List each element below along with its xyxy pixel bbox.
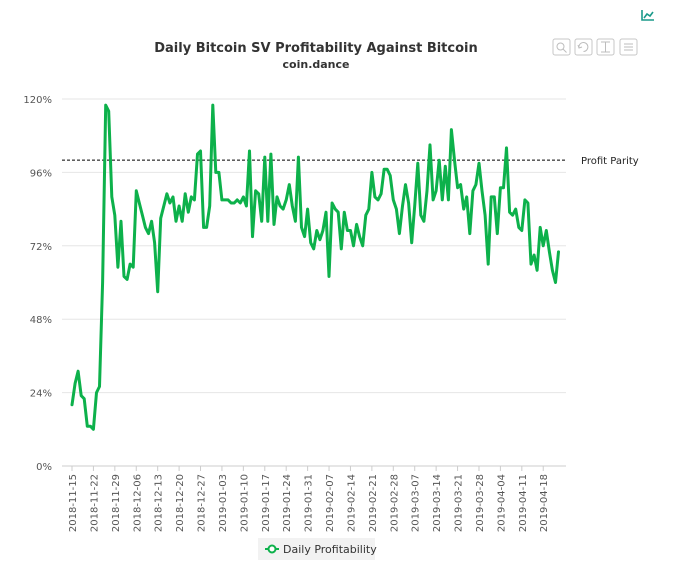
x-tick-label: 2019-01-31 [304,474,315,532]
x-tick-label: 2018-12-20 [175,474,186,532]
x-tick-label: 2019-03-28 [475,474,486,532]
x-tick-label: 2019-02-28 [389,474,400,532]
x-tick-label: 2019-01-17 [261,474,272,532]
x-tick-label: 2019-01-03 [218,474,229,532]
x-tick-label: 2018-12-13 [154,474,165,532]
x-tick-label: 2018-11-22 [89,474,100,532]
y-tick-label: 24% [30,389,52,400]
x-tick-label: 2018-11-29 [111,474,122,532]
x-tick-label: 2019-04-04 [496,474,507,532]
x-tick-label: 2018-12-27 [197,474,208,532]
legend[interactable]: Daily Profitability [258,538,377,560]
x-tick-label: 2019-02-21 [368,474,379,532]
x-axis: 2018-11-15 2018-11-22 2018-11-29 2018-12-06… [68,466,550,532]
menu-button[interactable] [619,38,638,56]
y-tick-label: 120% [23,95,52,106]
chart-title: Daily Bitcoin SV Profitability Against B… [154,41,478,56]
legend-line-marker [265,544,279,554]
profit-parity-label: Profit Parity [581,156,639,167]
x-tick-label: 2019-04-11 [518,474,529,532]
pan-button[interactable] [596,38,615,56]
x-tick-label: 2019-02-14 [346,474,357,532]
reset-zoom-button[interactable] [574,38,593,56]
chart-subtitle: coin.dance [283,58,350,71]
x-tick-label: 2019-03-21 [454,474,465,532]
profit-parity: Profit Parity [62,156,639,167]
grid-lines [62,98,566,467]
x-tick-label: 2019-04-18 [539,474,550,532]
x-tick-label: 2019-01-24 [282,474,293,532]
zoom-button[interactable] [552,38,571,56]
x-tick-label: 2019-01-10 [239,474,250,532]
line-chart-icon[interactable] [641,9,654,21]
y-tick-label: 0% [36,462,52,473]
legend-label: Daily Profitability [283,543,377,556]
x-tick-label: 2018-12-06 [132,474,143,532]
y-tick-label: 72% [30,242,52,253]
y-axis: 0% 24% 48% 72% 96% 120% [23,95,52,473]
y-tick-label: 48% [30,315,52,326]
x-tick-label: 2019-03-07 [411,474,422,532]
x-tick-label: 2019-02-07 [325,474,336,532]
y-tick-label: 96% [30,168,52,179]
series-daily-profitability [70,103,560,431]
x-tick-label: 2019-03-14 [432,474,443,532]
series-line-daily-profitability[interactable] [70,103,560,431]
x-tick-label: 2018-11-15 [68,474,79,532]
toolbox [552,38,638,56]
